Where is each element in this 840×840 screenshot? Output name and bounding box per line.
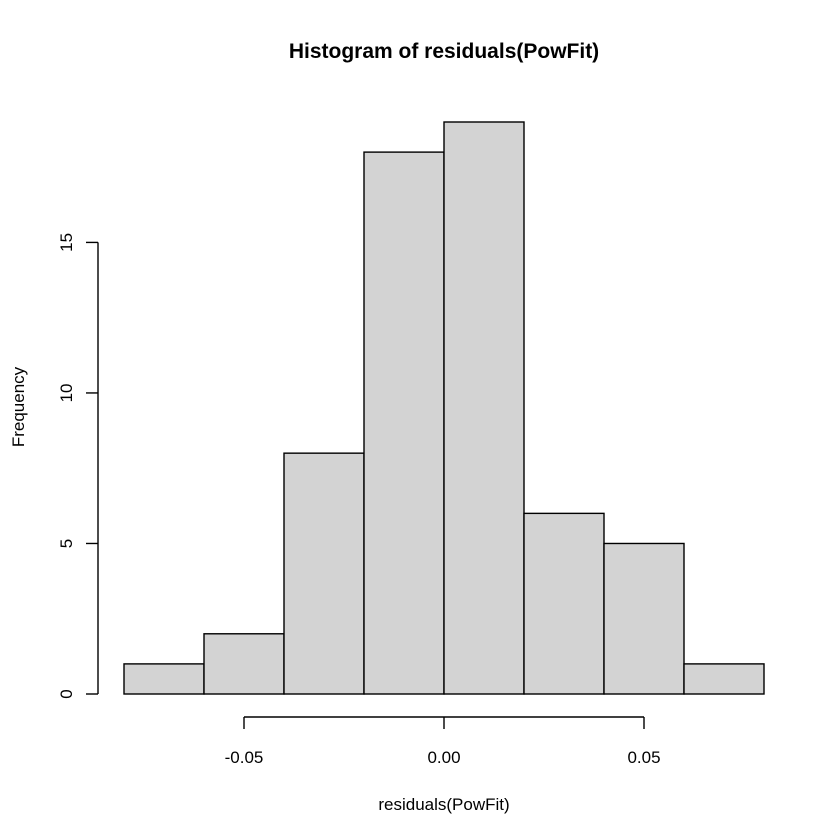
histogram-bar-8 bbox=[683, 663, 765, 695]
y-tick-label-2: 5 bbox=[57, 539, 76, 548]
histogram-bar-3 bbox=[283, 452, 365, 695]
histogram-bar-7 bbox=[603, 542, 685, 695]
histogram-bar-2 bbox=[203, 633, 285, 695]
x-axis: -0.05 0.00 0.05 bbox=[225, 716, 661, 767]
x-tick-label-2: 0.00 bbox=[427, 748, 460, 767]
histogram-bar-5 bbox=[443, 121, 525, 695]
y-axis: 0 5 10 15 bbox=[57, 233, 99, 699]
x-tick-label-1: -0.05 bbox=[225, 748, 264, 767]
histogram-bar-6 bbox=[523, 512, 605, 695]
y-axis-label: Frequency bbox=[9, 366, 28, 447]
chart-title: Histogram of residuals(PowFit) bbox=[289, 40, 599, 63]
y-tick-label-1: 0 bbox=[57, 689, 76, 698]
histogram-bar-4 bbox=[363, 151, 445, 695]
bars-group bbox=[123, 121, 765, 695]
y-tick-label-4: 15 bbox=[57, 233, 76, 252]
x-axis-label: residuals(PowFit) bbox=[378, 795, 509, 814]
x-tick-label-3: 0.05 bbox=[627, 748, 660, 767]
y-tick-label-3: 10 bbox=[57, 383, 76, 402]
histogram-bar-1 bbox=[123, 663, 205, 695]
